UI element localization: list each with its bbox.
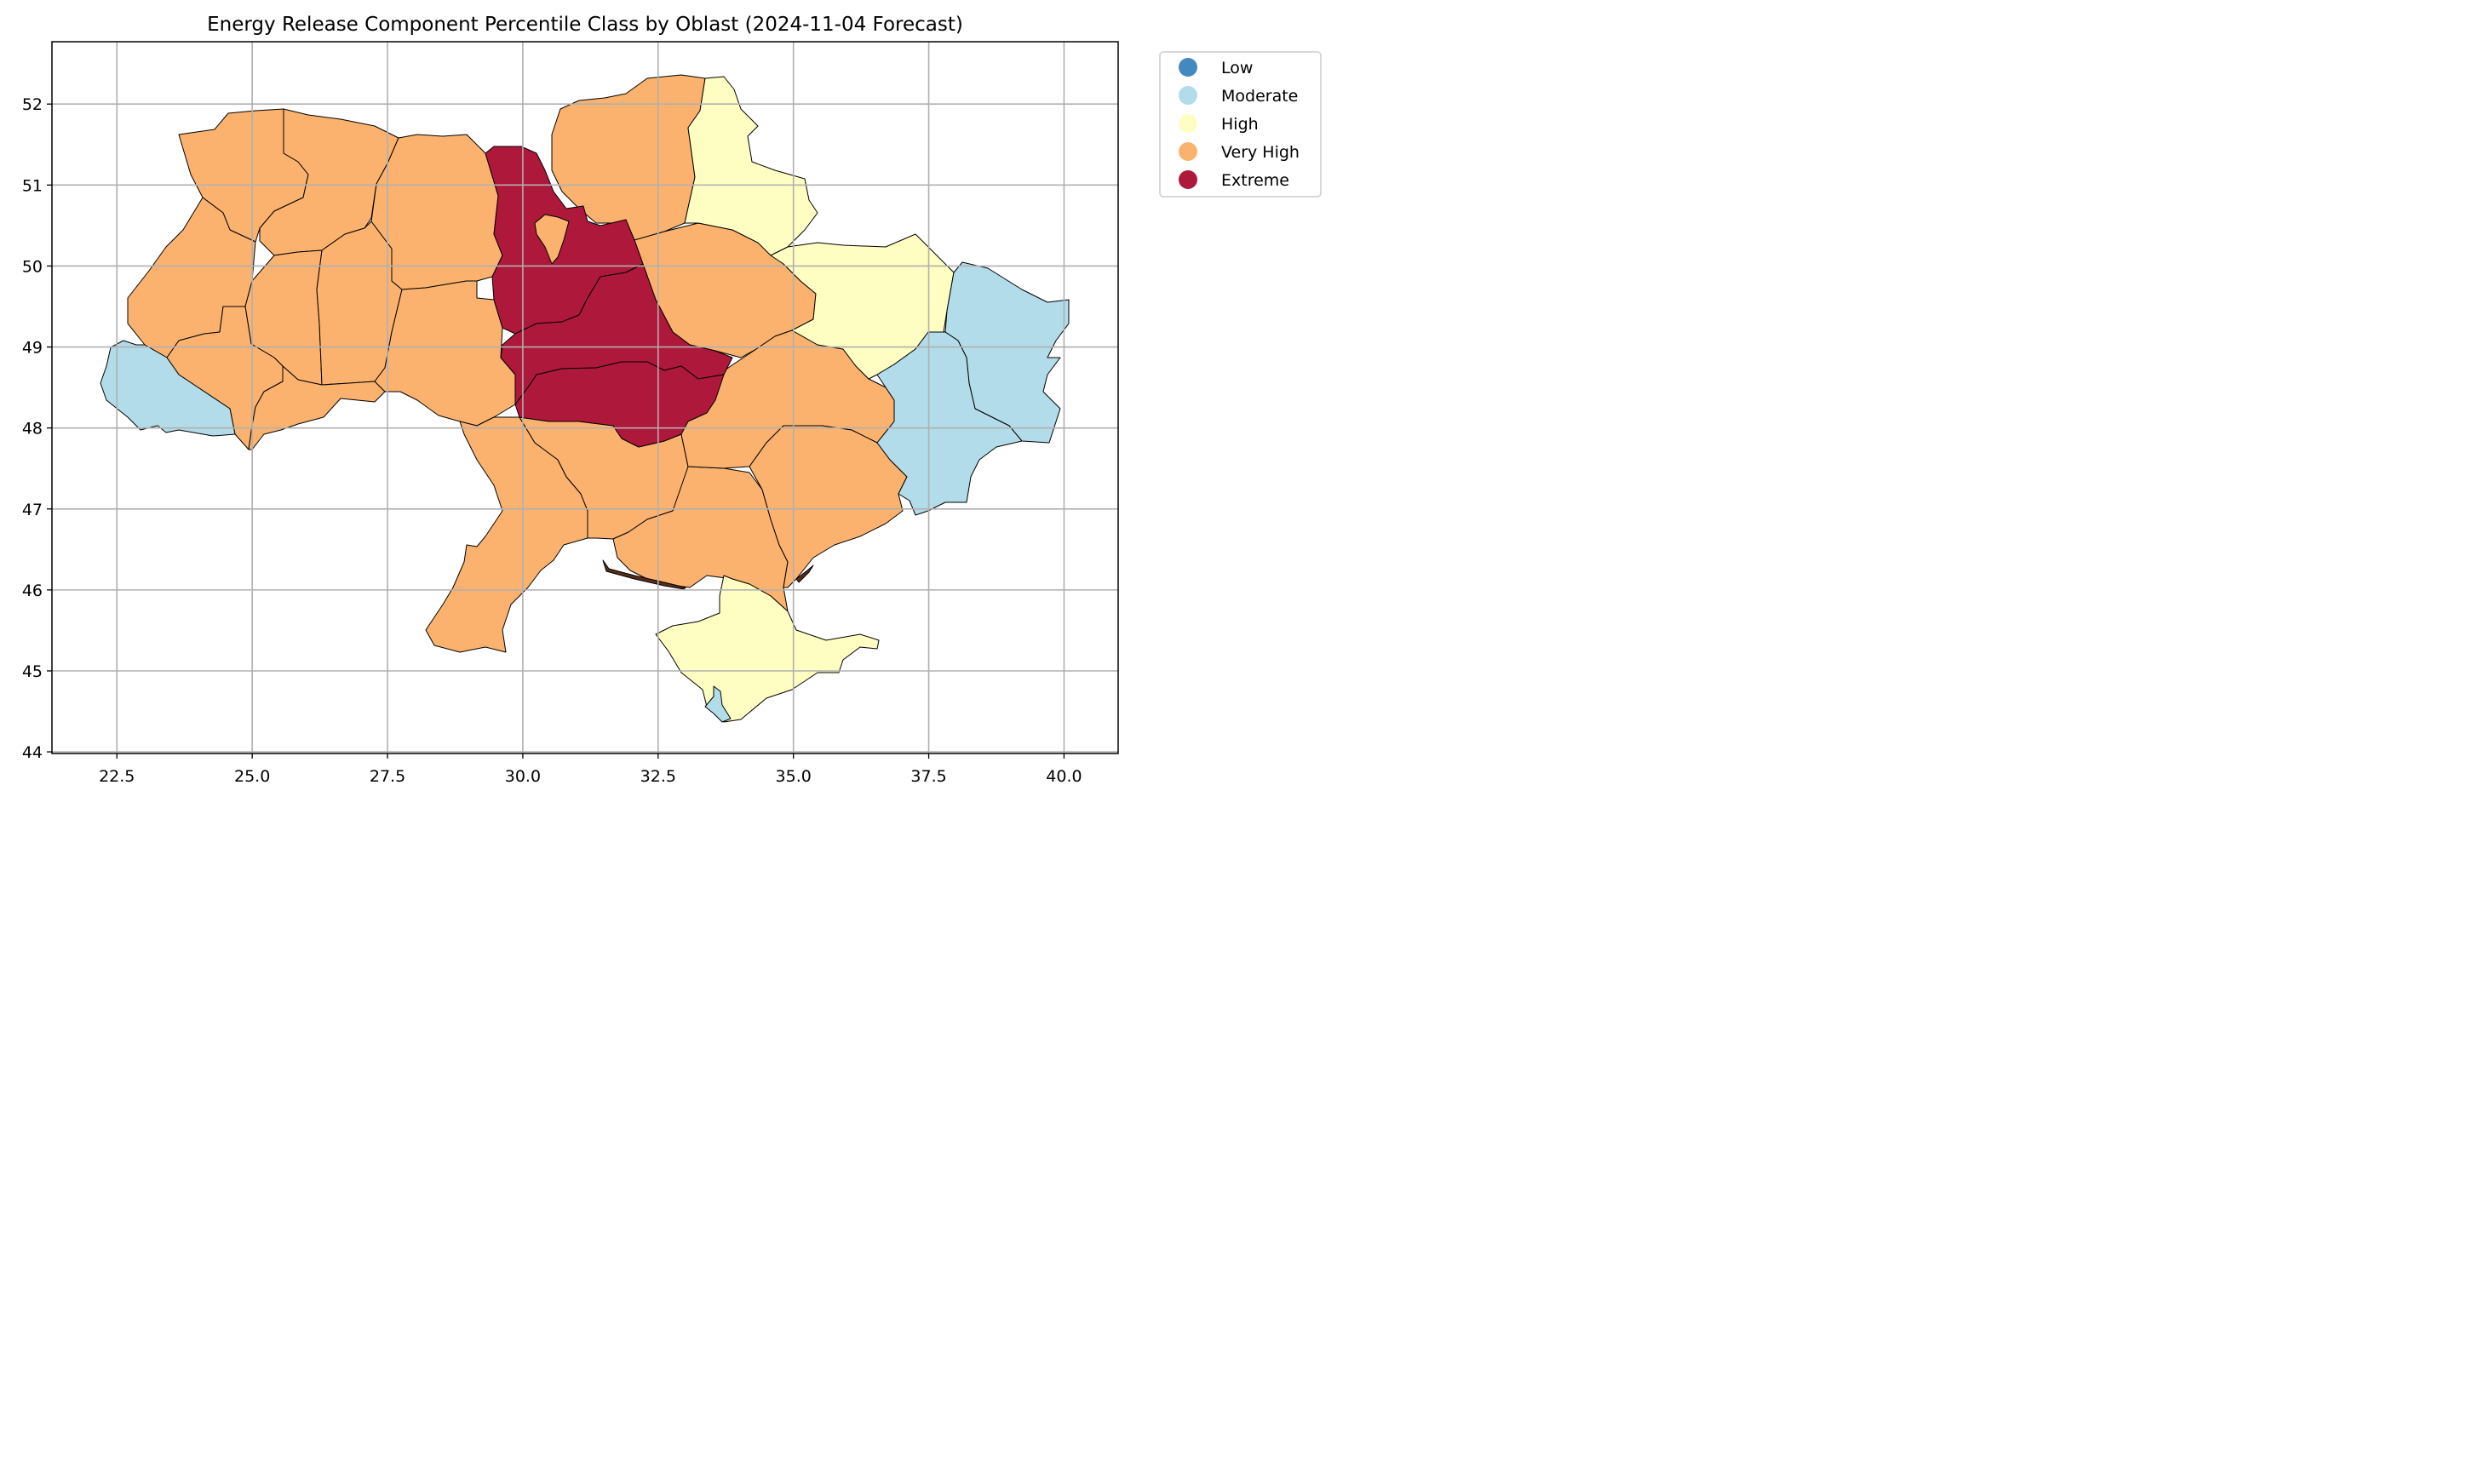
y-tick-label: 44 xyxy=(22,743,43,762)
x-tick-label: 27.5 xyxy=(370,767,405,786)
y-tick-label: 50 xyxy=(22,257,43,276)
x-tick-label: 25.0 xyxy=(234,767,270,786)
region-kirovohrad xyxy=(514,361,725,448)
region-donetsk xyxy=(876,331,1023,516)
map-title: Energy Release Component Percentile Clas… xyxy=(207,14,963,36)
axes-frame xyxy=(51,41,1119,754)
choropleth-map-figure: Energy Release Component Percentile Clas… xyxy=(22,14,1322,786)
legend-marker-moderate xyxy=(1179,86,1197,105)
legend-label-high: High xyxy=(1221,115,1259,134)
legend-label-very-high: Very High xyxy=(1221,143,1300,162)
y-tick-label: 49 xyxy=(22,339,43,358)
y-axis-ticks: 44 45 46 47 48 49 50 51 52 xyxy=(22,95,52,762)
legend-marker-extreme xyxy=(1179,170,1197,189)
x-tick-label: 37.5 xyxy=(910,767,946,786)
gridlines xyxy=(52,42,1118,753)
legend-label-low: Low xyxy=(1221,59,1253,77)
legend-marker-very-high xyxy=(1179,142,1197,161)
legend-label-moderate: Moderate xyxy=(1221,87,1298,106)
y-tick-label: 52 xyxy=(22,95,43,114)
legend-marker-high xyxy=(1179,114,1197,133)
y-tick-label: 48 xyxy=(22,420,43,438)
legend-label-extreme: Extreme xyxy=(1221,171,1289,190)
y-tick-label: 45 xyxy=(22,662,43,681)
region-kyiv-city xyxy=(534,214,570,265)
legend-marker-low xyxy=(1179,58,1197,77)
y-tick-label: 51 xyxy=(22,176,43,195)
legend-box xyxy=(1159,51,1322,198)
x-axis-ticks: 22.5 25.0 27.5 30.0 32.5 35.0 37.5 40.0 xyxy=(99,753,1082,786)
coast-spit-arabat xyxy=(795,564,814,583)
x-tick-label: 32.5 xyxy=(640,767,676,786)
x-tick-label: 40.0 xyxy=(1046,767,1082,786)
x-tick-label: 22.5 xyxy=(99,767,135,786)
region-sumy xyxy=(684,76,818,256)
y-tick-label: 47 xyxy=(22,501,43,519)
y-tick-label: 46 xyxy=(22,582,43,600)
oblast-regions xyxy=(100,74,1070,723)
region-sevastopol xyxy=(704,685,732,723)
x-tick-label: 35.0 xyxy=(776,767,812,786)
region-zakarpattia xyxy=(100,340,236,437)
region-chernivtsi xyxy=(248,365,386,450)
legend-items: Low Moderate High Very High Extreme xyxy=(1179,58,1300,190)
x-tick-label: 30.0 xyxy=(505,767,541,786)
legend: Low Moderate High Very High Extreme xyxy=(1159,51,1322,198)
coast-spit-tendra xyxy=(602,559,686,590)
